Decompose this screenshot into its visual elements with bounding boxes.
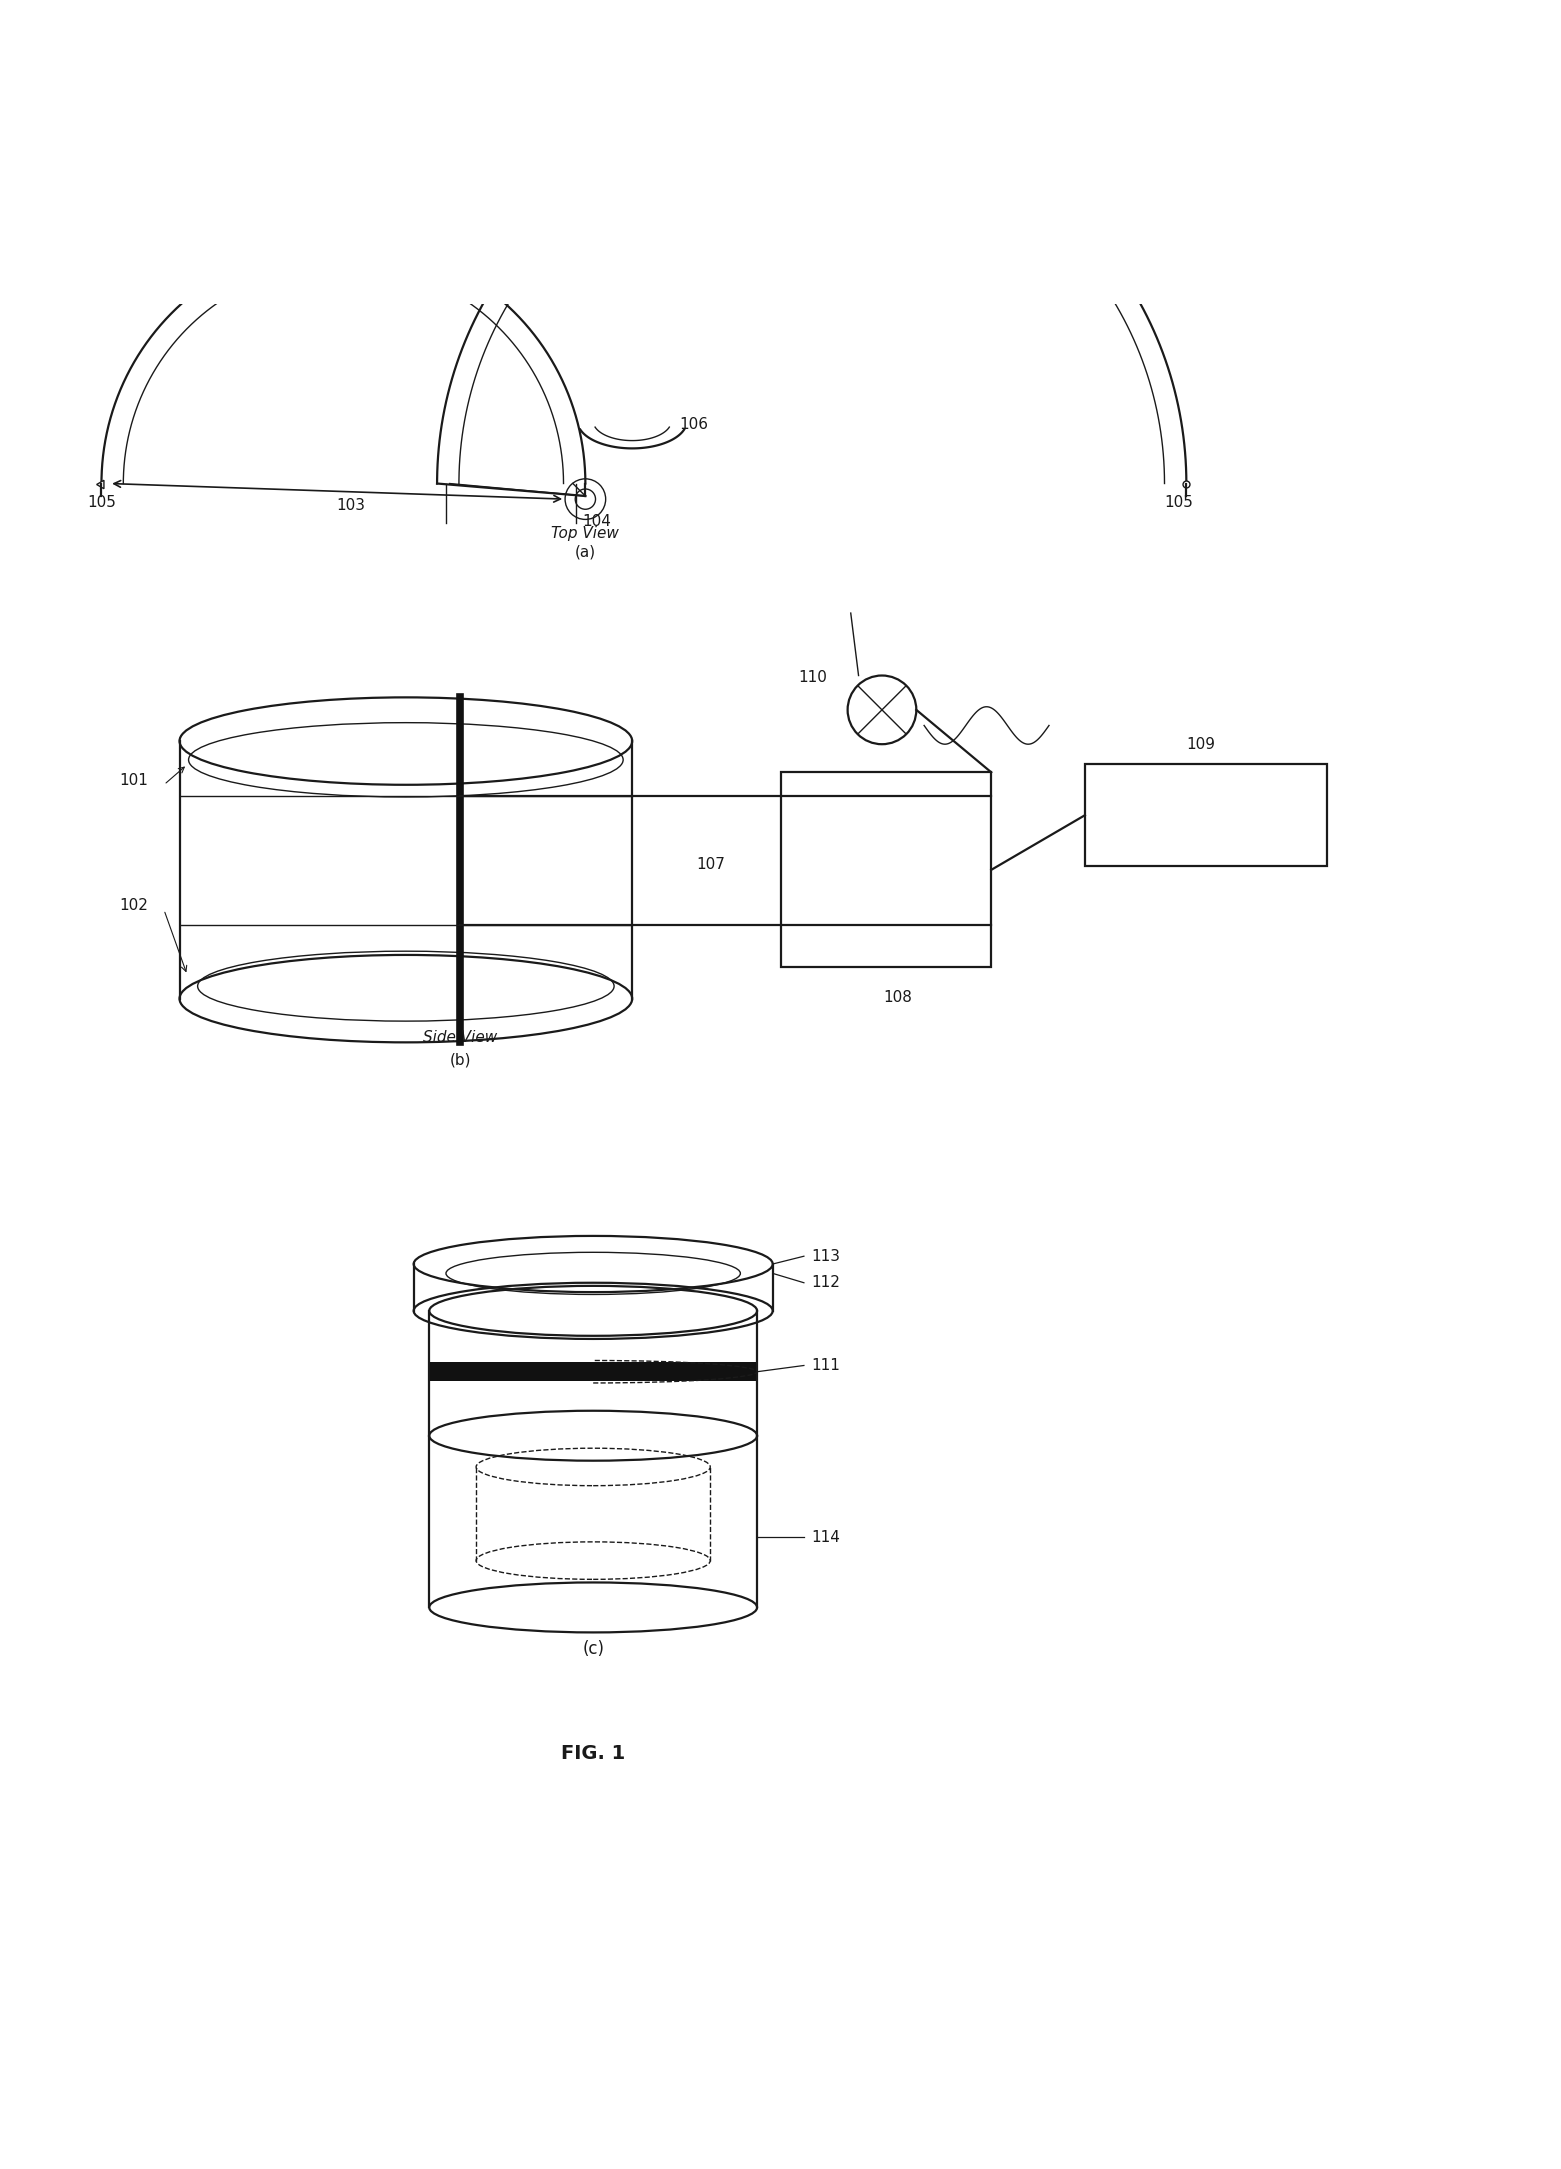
Text: Side View: Side View — [423, 1030, 498, 1045]
Bar — [780, 772, 991, 967]
Text: 111: 111 — [812, 1358, 840, 1373]
Text: 103: 103 — [337, 499, 365, 514]
Text: 112: 112 — [812, 1275, 840, 1291]
Text: 106: 106 — [679, 416, 709, 432]
Text: 113: 113 — [812, 1249, 841, 1265]
Bar — [429, 1362, 757, 1382]
Text: 108: 108 — [884, 989, 912, 1004]
Text: 114: 114 — [812, 1529, 840, 1544]
Bar — [1085, 763, 1327, 865]
Text: (b): (b) — [450, 1052, 471, 1067]
Text: Top View: Top View — [551, 527, 620, 540]
Text: 107: 107 — [696, 857, 724, 872]
Text: 105: 105 — [1165, 495, 1193, 510]
Text: 110: 110 — [799, 670, 827, 685]
Text: (c): (c) — [582, 1640, 604, 1659]
Text: FIG. 1: FIG. 1 — [560, 1744, 626, 1763]
Text: 104: 104 — [582, 514, 610, 529]
Text: 105: 105 — [87, 495, 116, 510]
Text: 101: 101 — [120, 772, 148, 787]
Text: 102: 102 — [120, 898, 148, 913]
Text: 109: 109 — [1186, 737, 1216, 753]
Text: (a): (a) — [574, 544, 596, 560]
